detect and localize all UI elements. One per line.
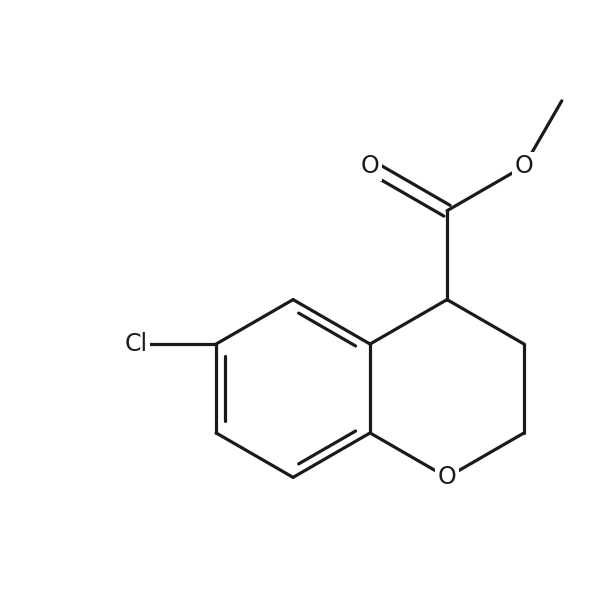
- Text: O: O: [438, 465, 456, 489]
- Text: O: O: [515, 154, 533, 178]
- Text: O: O: [361, 154, 379, 178]
- Text: Cl: Cl: [125, 332, 147, 356]
